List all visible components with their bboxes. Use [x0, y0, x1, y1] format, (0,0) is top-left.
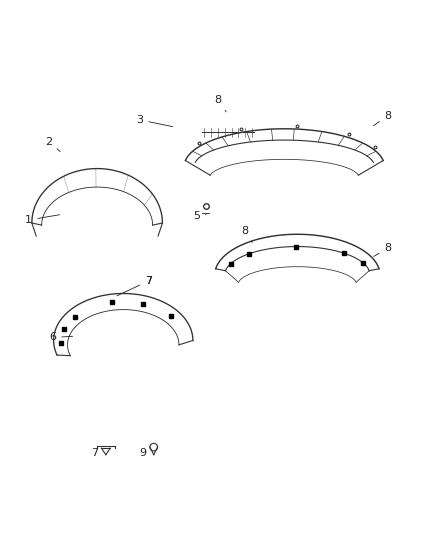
Text: 3: 3	[136, 115, 173, 127]
Text: 7: 7	[145, 276, 152, 286]
Text: 7: 7	[92, 448, 99, 458]
Text: 8: 8	[374, 243, 392, 256]
Text: 1: 1	[25, 215, 60, 225]
Text: 7: 7	[117, 276, 152, 296]
Text: 8: 8	[241, 226, 252, 243]
Text: 8: 8	[215, 95, 226, 112]
Text: 6: 6	[49, 333, 73, 343]
Text: 9: 9	[139, 448, 146, 458]
Text: 5: 5	[193, 211, 206, 221]
Text: 8: 8	[374, 110, 392, 126]
Text: 2: 2	[45, 136, 60, 151]
